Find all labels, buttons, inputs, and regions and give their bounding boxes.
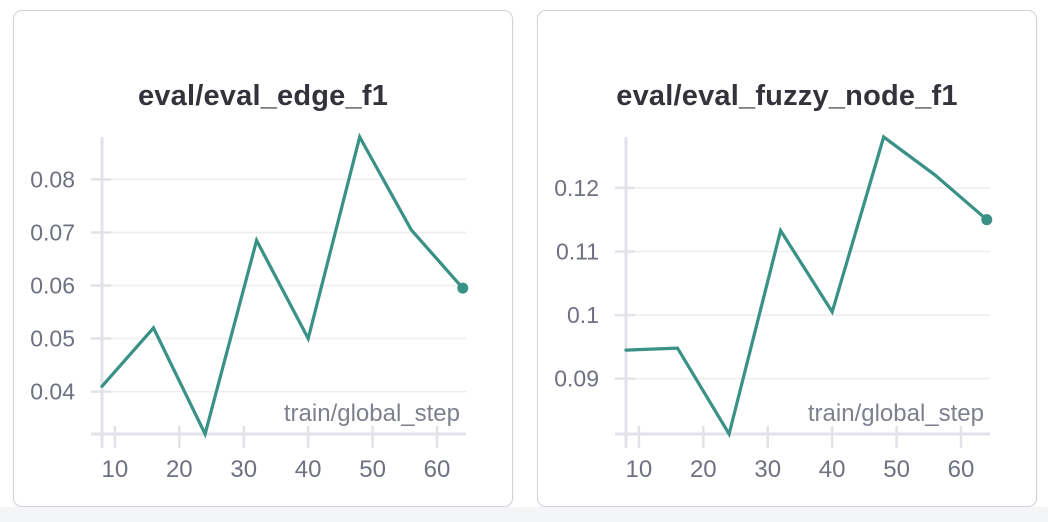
x-tick-label: 30 [230, 456, 257, 483]
y-tick-label: 0.04 [30, 379, 75, 405]
last-point-marker[interactable] [457, 282, 469, 294]
x-tick-label: 40 [819, 456, 846, 483]
series-line[interactable] [100, 132, 465, 439]
x-tick-label: 40 [295, 456, 322, 483]
y-tick-label: 0.09 [554, 366, 599, 392]
x-tick-label: 10 [102, 456, 129, 483]
y-tick-label: 0.08 [30, 166, 75, 192]
x-tick-label: 60 [948, 456, 975, 483]
x-tick-label: 10 [626, 456, 653, 483]
y-tick-label: 0.07 [30, 219, 75, 245]
page-bottom-strip [0, 507, 1048, 522]
x-axis-title: train/global_step [808, 400, 984, 427]
y-tick-label: 0.06 [30, 273, 75, 299]
x-axis-title: train/global_step [284, 400, 460, 427]
chart-panel-eval-edge-f1[interactable]: eval/eval_edge_f1 0.04 0.05 0.06 0.07 0.08 10… [13, 10, 513, 507]
x-tick-label: 60 [424, 456, 451, 483]
y-tick-label: 0.11 [556, 238, 599, 264]
chart-panel-eval-fuzzy-node-f1[interactable]: eval/eval_fuzzy_node_f1 0.09 0.1 0.11 0.12 1… [537, 10, 1037, 507]
chart-title: eval/eval_fuzzy_node_f1 [616, 80, 958, 112]
x-tick-label: 30 [754, 456, 781, 483]
chart-canvas[interactable]: 0.09 0.1 0.11 0.12 10 20 30 40 50 60 train/global_… [538, 11, 1035, 505]
chart-canvas[interactable]: 0.04 0.05 0.06 0.07 0.08 10 20 30 40 50 60 train/gl… [14, 11, 511, 505]
x-tick-label: 20 [690, 456, 717, 483]
y-tick-label: 0.05 [30, 326, 75, 352]
x-tick-label: 50 [883, 456, 910, 483]
x-tick-label: 20 [166, 456, 193, 483]
chart-title: eval/eval_edge_f1 [137, 80, 389, 112]
y-tick-label: 0.1 [567, 302, 599, 328]
series-line[interactable] [624, 134, 989, 439]
x-tick-label: 50 [359, 456, 386, 483]
last-point-marker[interactable] [981, 214, 993, 226]
y-tick-label: 0.12 [554, 175, 599, 201]
